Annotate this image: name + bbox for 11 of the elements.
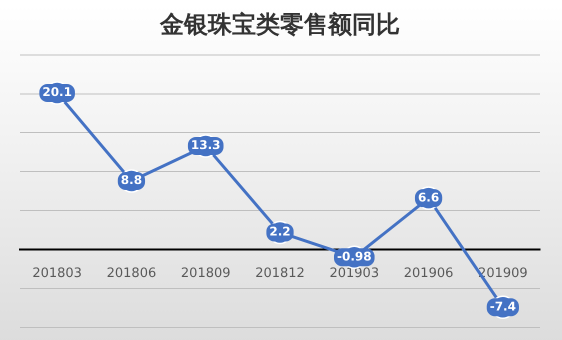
data-label: 6.6 <box>418 190 440 204</box>
chart-title: 金银珠宝类零售额同比 <box>159 10 400 39</box>
data-label: -7.4 <box>490 299 516 314</box>
x-tick-label: 201803 <box>32 266 82 281</box>
x-tick-label: 201809 <box>180 266 231 281</box>
data-label: 8.8 <box>120 173 142 188</box>
x-tick-label: 201903 <box>329 266 380 281</box>
x-tick-label: 201812 <box>255 266 305 281</box>
x-tick-label: 201806 <box>106 266 156 281</box>
data-label: 2.2 <box>269 224 291 239</box>
x-tick-label: 201906 <box>404 266 454 281</box>
